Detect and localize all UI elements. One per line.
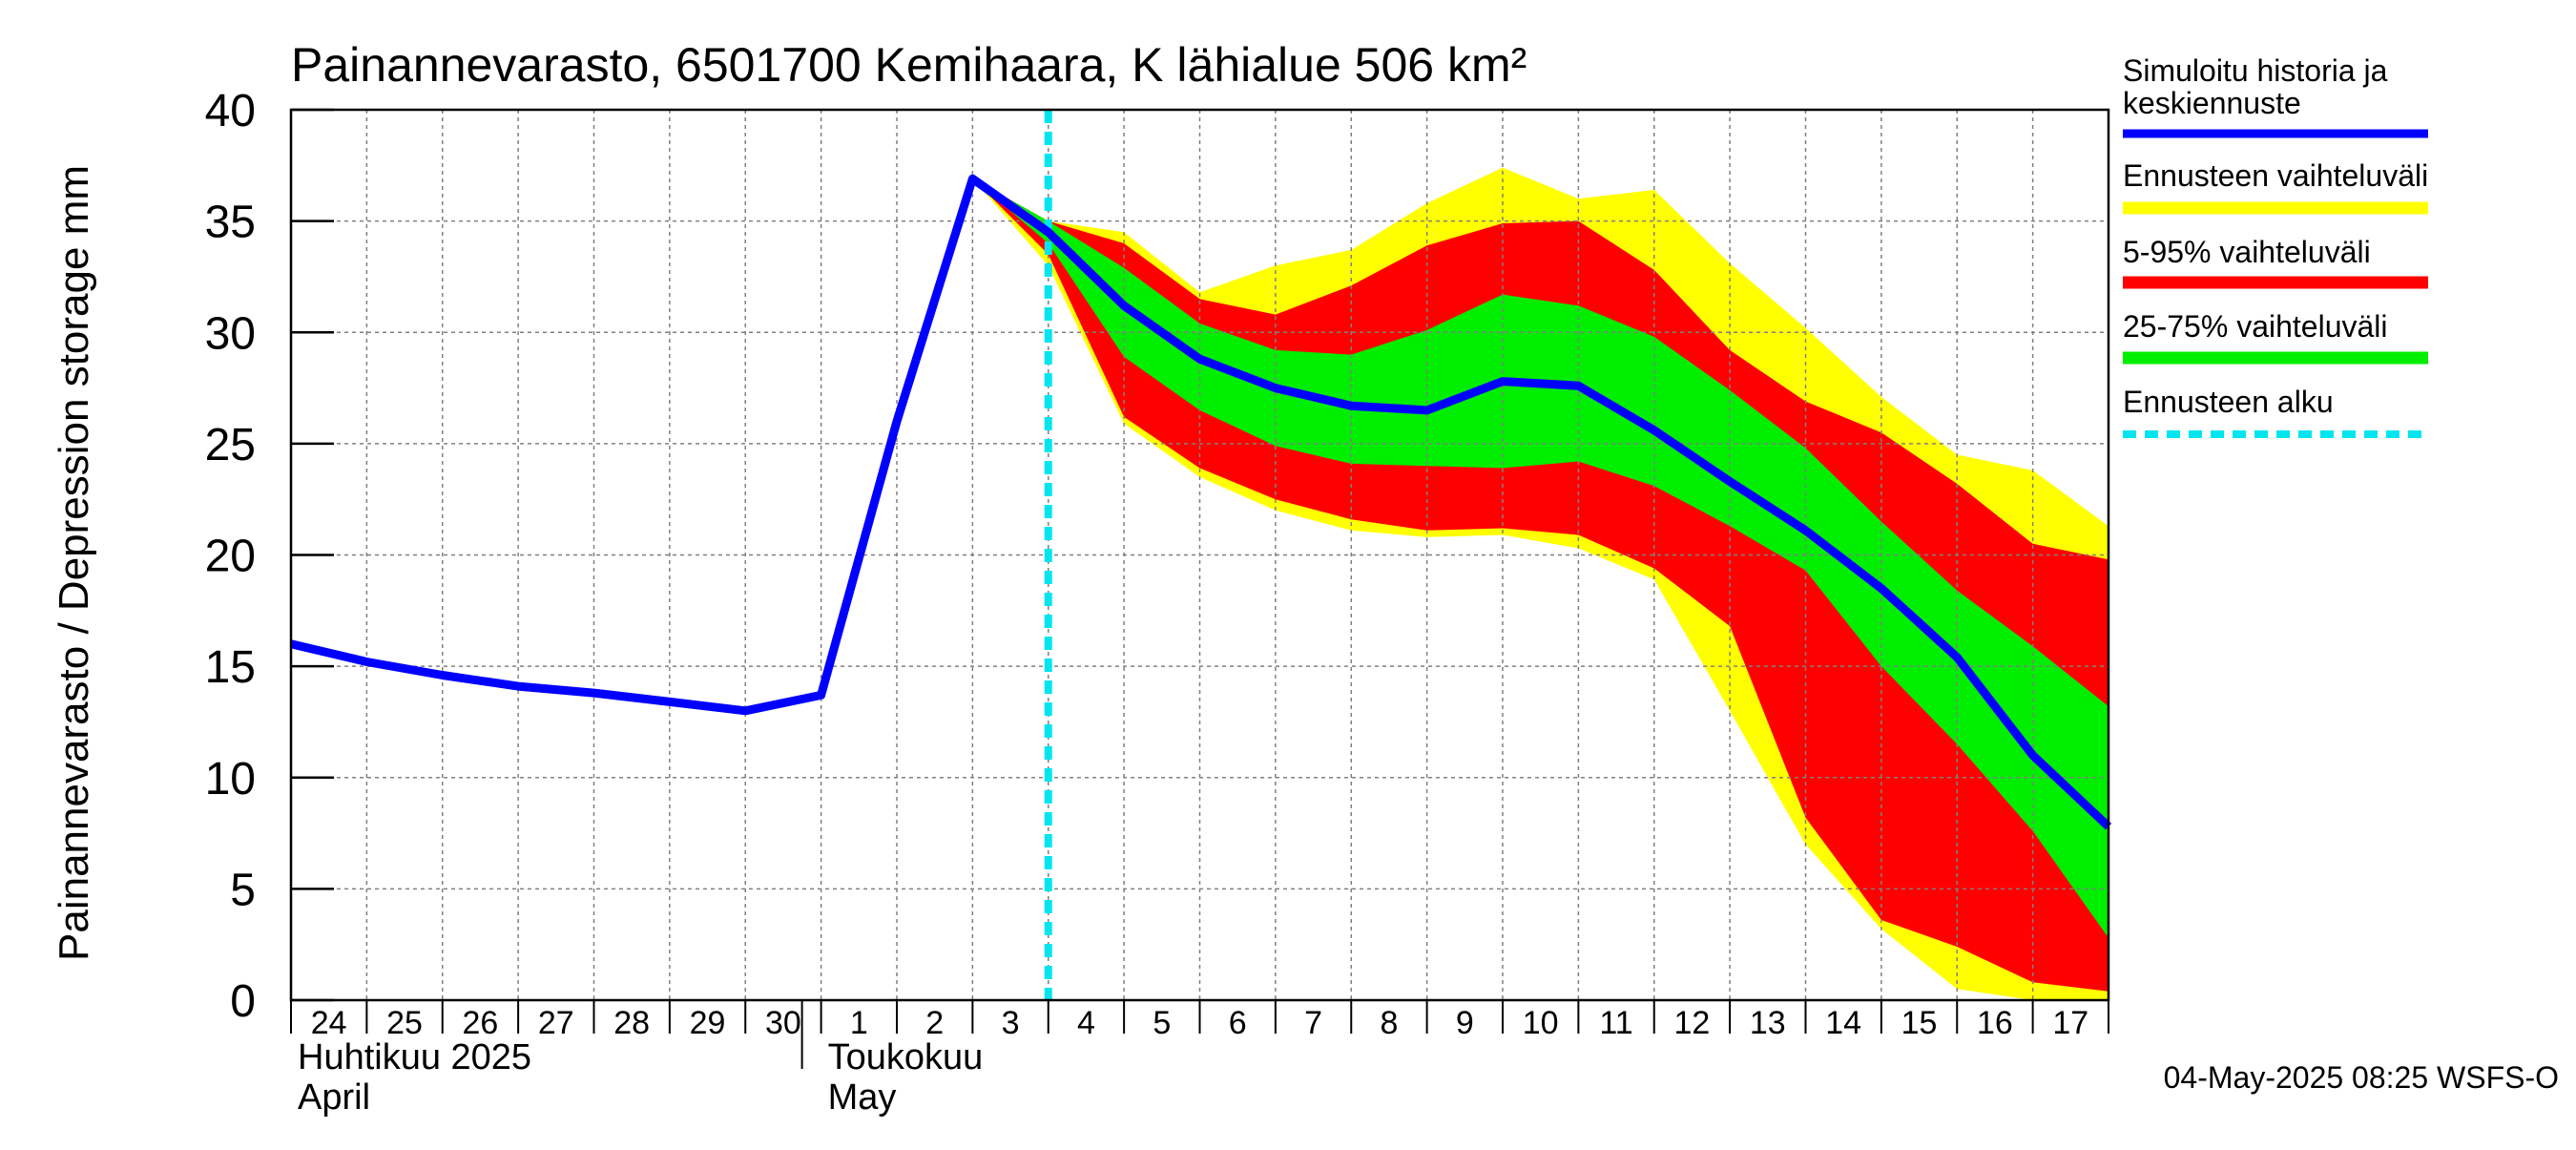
legend-layer: Simuloitu historia ja keskiennuste Ennuste… bbox=[2123, 53, 2428, 438]
month-label-fi: Toukokuu bbox=[828, 1037, 984, 1077]
x-tick-label: 3 bbox=[1002, 1005, 1020, 1041]
x-tick-label: 15 bbox=[1901, 1005, 1938, 1041]
x-tick-label: 8 bbox=[1380, 1005, 1398, 1041]
x-tick-label: 7 bbox=[1304, 1005, 1322, 1041]
x-tick-label: 16 bbox=[1977, 1005, 2013, 1041]
month-label-fi: Huhtikuu 2025 bbox=[298, 1037, 531, 1077]
y-tick-label: 20 bbox=[205, 532, 256, 582]
legend-label-2: Ennusteen vaihteluväli bbox=[2123, 158, 2428, 193]
y-tick-label: 40 bbox=[205, 86, 256, 136]
month-label-en: May bbox=[828, 1077, 897, 1118]
x-tick-label: 4 bbox=[1077, 1005, 1095, 1041]
legend-label-line: Ennusteen vaihteluväli bbox=[2123, 158, 2428, 193]
timestamp-label: 04-May-2025 08:25 WSFS-O bbox=[2164, 1060, 2559, 1095]
x-tick-label: 26 bbox=[463, 1005, 499, 1041]
legend-label-3: 5-95% vaihteluväli bbox=[2123, 235, 2371, 269]
y-tick-label: 0 bbox=[230, 976, 256, 1027]
chart-title: Painannevarasto, 6501700 Kemihaara, K lä… bbox=[291, 38, 1527, 92]
x-tick-label: 14 bbox=[1825, 1005, 1861, 1041]
legend-label-line: 5-95% vaihteluväli bbox=[2123, 235, 2371, 269]
x-tick-label: 9 bbox=[1456, 1005, 1474, 1041]
band-25-75 bbox=[972, 178, 2109, 938]
x-tick-label: 29 bbox=[690, 1005, 726, 1041]
legend-label-4: 25-75% vaihteluväli bbox=[2123, 309, 2388, 344]
y-axis-label: Painannevarasto / Depression storage mm bbox=[51, 165, 97, 961]
y-tick-label: 25 bbox=[205, 420, 256, 470]
y-tick-label: 35 bbox=[205, 198, 256, 248]
x-tick-label: 24 bbox=[311, 1005, 347, 1041]
x-tick-label: 30 bbox=[765, 1005, 801, 1041]
x-tick-label: 28 bbox=[613, 1005, 650, 1041]
legend-label-line: Ennusteen alku bbox=[2123, 385, 2334, 419]
legend-label-5: Ennusteen alku bbox=[2123, 385, 2334, 419]
x-tick-label: 1 bbox=[850, 1005, 868, 1041]
x-tick-label: 27 bbox=[538, 1005, 574, 1041]
y-tick-label: 15 bbox=[205, 642, 256, 693]
x-tick-label: 17 bbox=[2052, 1005, 2088, 1041]
x-tick-label: 6 bbox=[1229, 1005, 1247, 1041]
lines-layer bbox=[289, 110, 2112, 1000]
legend-label-1: Simuloitu historia ja keskiennuste bbox=[2123, 53, 2388, 120]
x-tick-label: 11 bbox=[1599, 1005, 1632, 1041]
axes-layer bbox=[289, 108, 2110, 1069]
legend-label-line: Simuloitu historia ja bbox=[2123, 53, 2388, 88]
y-tick-label: 10 bbox=[205, 754, 256, 805]
legend-label-line: keskiennuste bbox=[2123, 86, 2301, 120]
x-tick-label: 2 bbox=[925, 1005, 944, 1041]
x-tick-label: 13 bbox=[1750, 1005, 1786, 1041]
x-tick-label: 12 bbox=[1674, 1005, 1711, 1041]
legend-label-line: 25-75% vaihteluväli bbox=[2123, 309, 2388, 344]
x-tick-label: 25 bbox=[386, 1005, 423, 1041]
y-tick-label: 30 bbox=[205, 308, 256, 359]
month-label-en: April bbox=[298, 1077, 370, 1118]
x-tick-label: 5 bbox=[1153, 1005, 1171, 1041]
median-series-line bbox=[289, 174, 2112, 830]
x-tick-label: 10 bbox=[1523, 1005, 1559, 1041]
y-tick-label: 5 bbox=[230, 865, 256, 915]
